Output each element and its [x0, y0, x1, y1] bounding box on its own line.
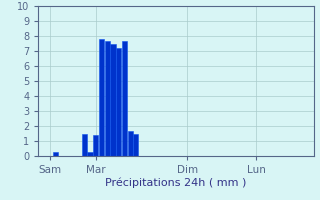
Bar	[133, 134, 139, 156]
Bar	[87, 152, 92, 156]
Bar	[53, 152, 58, 156]
Bar	[93, 135, 98, 156]
Bar	[128, 130, 133, 156]
Bar	[110, 44, 116, 156]
Bar	[82, 134, 87, 156]
Bar	[105, 40, 110, 156]
Bar	[99, 39, 104, 156]
Bar	[116, 48, 121, 156]
Bar	[122, 40, 127, 156]
X-axis label: Précipitations 24h ( mm ): Précipitations 24h ( mm )	[105, 178, 247, 188]
